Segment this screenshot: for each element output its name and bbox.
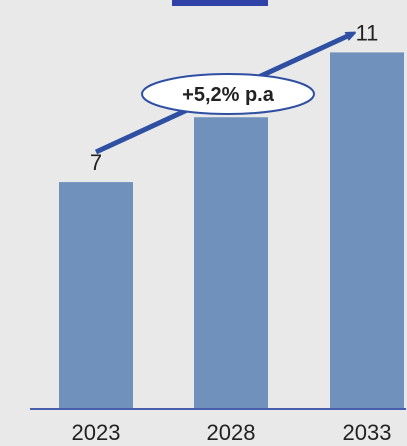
growth-annotation: +5,2% p.a [141, 73, 315, 115]
bars-layer [59, 52, 404, 410]
bar-2033 [330, 52, 404, 410]
growth-annotation-oval [141, 73, 315, 115]
x-tick-label-2028: 2028 [207, 420, 256, 445]
x-tick-label-2033: 2033 [343, 420, 392, 445]
x-tick-label-2023: 2023 [72, 420, 121, 445]
header-accent-bar [172, 0, 268, 6]
x-tick-labels-layer: 2023 2028 2033 [72, 420, 392, 445]
bar-2028 [194, 117, 268, 409]
value-label-2023: 7 [90, 150, 102, 175]
value-label-2033: 11 [356, 20, 379, 45]
growth-annotation-text: +5,2% p.a [182, 84, 275, 106]
bar-2023 [59, 182, 133, 409]
